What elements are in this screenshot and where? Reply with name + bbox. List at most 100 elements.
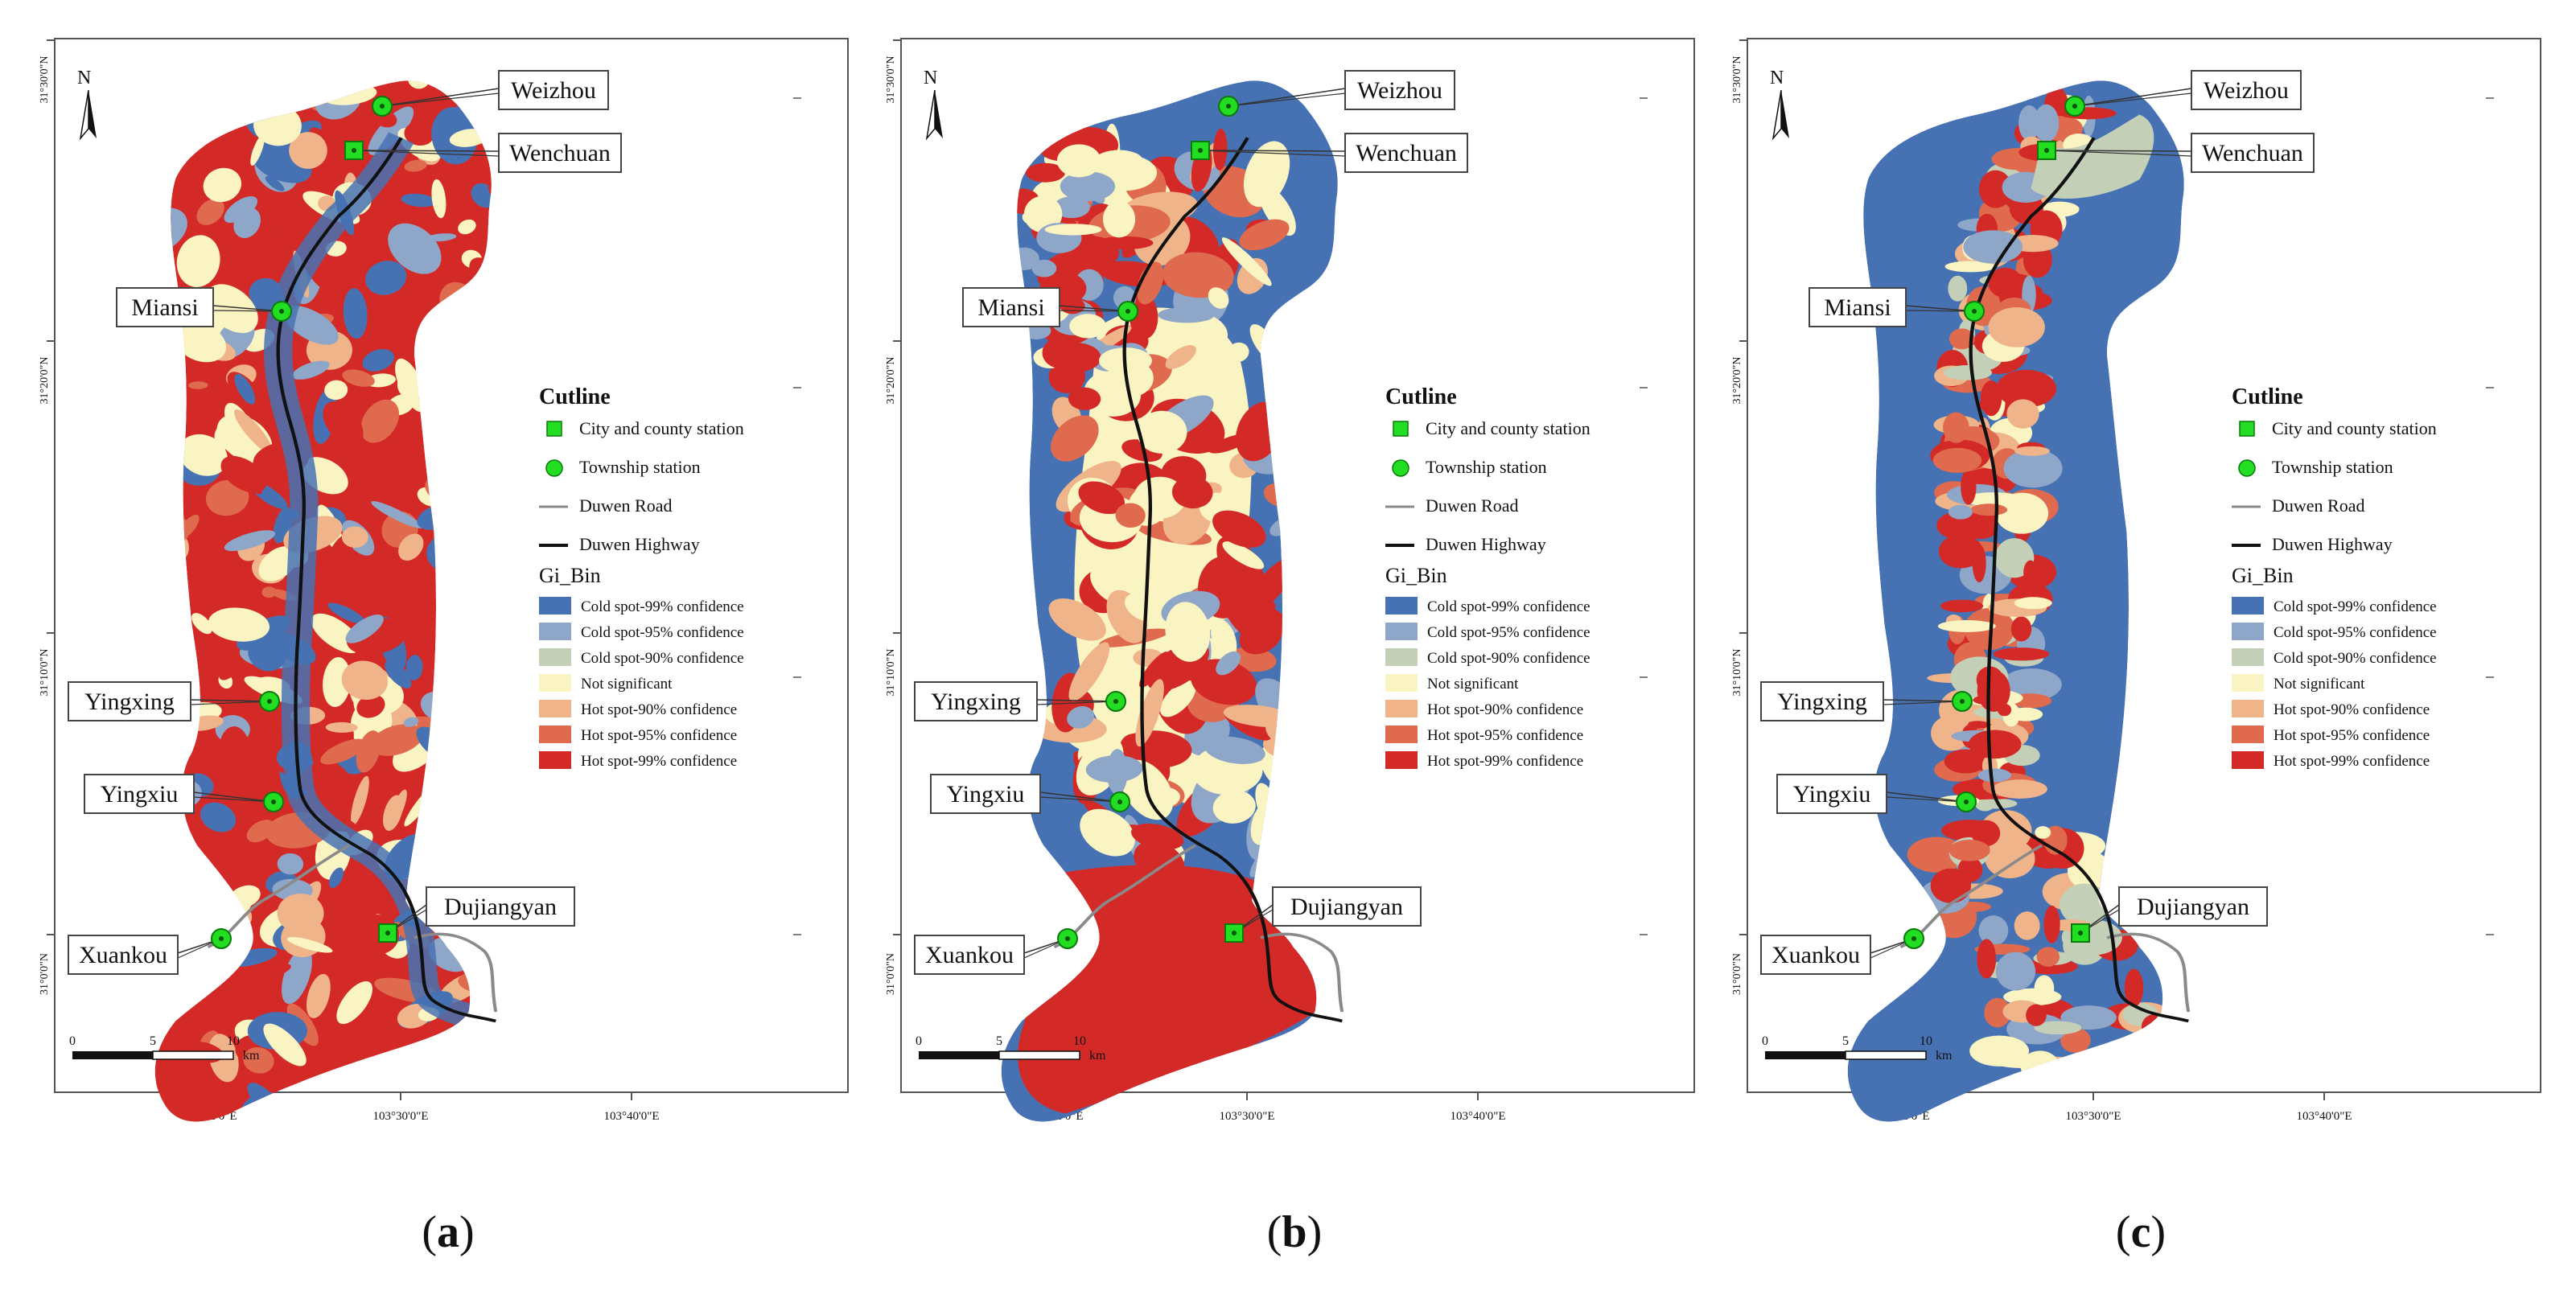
hotspot-patch (250, 134, 265, 166)
hotspot-patch (342, 369, 375, 387)
hotspot-patch (1078, 481, 1125, 515)
station-label-box (84, 774, 195, 814)
hotspot-patch (265, 176, 285, 191)
station-label: Yingxing (931, 688, 1021, 715)
hotspot-patch (246, 820, 275, 843)
station-xuankou: Xuankou (68, 928, 232, 975)
legend-swatch (1385, 597, 1418, 615)
station-yingxing: Yingxing (914, 681, 1126, 721)
station-wenchuan: Wenchuan (344, 133, 622, 173)
hotspot-patch (2035, 826, 2051, 839)
hotspot-patch (176, 235, 220, 287)
legend-class-label: Hot spot-95% confidence (1427, 727, 1583, 744)
station-wenchuan: Wenchuan (2037, 133, 2315, 173)
leader-line (1883, 701, 1963, 705)
legend-class-label: Cold spot-95% confidence (581, 624, 744, 641)
legend-class-label: Cold spot-90% confidence (2274, 650, 2437, 667)
station-label-box (498, 133, 622, 173)
scale-tick-10: 10 (1073, 1034, 1086, 1048)
station-miansi: Miansi (1809, 287, 1985, 327)
hotspot-patch (398, 533, 424, 561)
hotspot-patch (356, 694, 385, 718)
scale-unit: km (1936, 1049, 1953, 1063)
hotspot-patch (286, 937, 333, 953)
hotspot-patch (1932, 447, 1982, 473)
hotspot-patch (1993, 647, 2050, 661)
hotspot-patch (224, 530, 276, 552)
lon-label: 103°40'0"E (604, 1110, 660, 1123)
lat-label: 31°30'0"N (1733, 56, 1743, 104)
township-station-icon (1392, 459, 1409, 477)
hotspot-patch (328, 867, 344, 889)
legend-class-label: Hot spot-99% confidence (2274, 753, 2430, 770)
legend-class-label: Cold spot-95% confidence (2274, 624, 2437, 641)
legend-class-label: Not significant (1427, 676, 1519, 693)
hotspot-patch (1977, 939, 1997, 979)
hotspot-patch (389, 789, 407, 828)
lat-label: 31°20'0"N (1733, 357, 1743, 405)
hotspot-patch (1060, 171, 1116, 202)
hotspot-patch (1162, 252, 1234, 298)
hotspot-patch (335, 578, 351, 590)
scale-tick-0: 0 (1762, 1034, 1768, 1048)
leader-line (1905, 310, 1975, 312)
duwen-highway (1122, 137, 1343, 1023)
legend-city-station: City and county station (579, 418, 744, 438)
hotspot-patch (377, 779, 394, 803)
station-label-box (914, 935, 1025, 975)
station-label-box (1760, 681, 1884, 721)
hotspot-patch (1978, 170, 2013, 208)
hotspot-patch (458, 219, 476, 235)
hotspot-patch (188, 381, 208, 389)
station-weizhou: Weizhou (1218, 70, 1455, 117)
station-label: Miansi (131, 294, 198, 321)
hotspot-patch (1221, 237, 1272, 286)
north-arrow-icon: N (1770, 68, 1789, 141)
station-label: Wenchuan (2202, 140, 2303, 166)
hotspot-patch (1171, 476, 1213, 509)
station-yingxing: Yingxing (1760, 681, 1973, 721)
hotspot-patch (1190, 659, 1257, 705)
lon-label: 103°30'0"E (2066, 1110, 2121, 1123)
leader-line (1059, 310, 1129, 312)
hotspot-patch (1227, 342, 1249, 363)
hotspot-patch (2010, 616, 2032, 642)
hotspot-patch (2023, 560, 2038, 586)
legend-township-station: Township station (579, 457, 701, 477)
hotspot-patch (1069, 314, 1106, 339)
hotspot-patch (224, 499, 265, 536)
leader-line (2074, 88, 2192, 107)
hotspot-patch (205, 479, 249, 516)
station-yingxiu: Yingxiu (1776, 774, 1977, 814)
lon-label: 103°40'0"E (2297, 1110, 2352, 1123)
hotspot-patch (323, 657, 351, 708)
legend-class-label: Hot spot-90% confidence (1427, 701, 1583, 718)
station-miansi: Miansi (116, 287, 292, 327)
hotspot-patch (324, 380, 348, 401)
hotspot-patch (1948, 275, 1968, 302)
station-label-box (930, 774, 1041, 814)
legend-swatch (539, 725, 571, 743)
legend-title: Cutline (539, 384, 611, 409)
hotspot-patch (220, 455, 266, 493)
hotspot-patch (365, 261, 407, 295)
station-dujiangyan: Dujiangyan (1224, 886, 1422, 943)
hotspot-patch (2001, 668, 2062, 701)
leader-line (1036, 701, 1117, 705)
leader-line (212, 305, 282, 312)
hotspot-patch (407, 80, 430, 89)
station-label: Yingxing (84, 688, 175, 715)
station-label-box (1344, 70, 1455, 110)
hotspot-patch (1095, 150, 1143, 171)
station-label: Dujiangyan (1290, 894, 1403, 920)
hotspot-patch (1969, 1035, 2030, 1067)
legend-gi-title: Gi_Bin (539, 564, 601, 587)
hotspot-patch (191, 613, 212, 635)
legend-highway: Duwen Highway (579, 534, 700, 554)
hotspot-patch (360, 399, 400, 443)
map-panel-b: 103°20'0"E103°30'0"E103°40'0"E31°30'0"N3… (887, 34, 1702, 1136)
hotspot-patch (277, 853, 304, 875)
hotspot-patch (1984, 997, 2011, 1028)
station-yingxiu: Yingxiu (84, 774, 284, 814)
duwen-highway (1969, 137, 2189, 1023)
